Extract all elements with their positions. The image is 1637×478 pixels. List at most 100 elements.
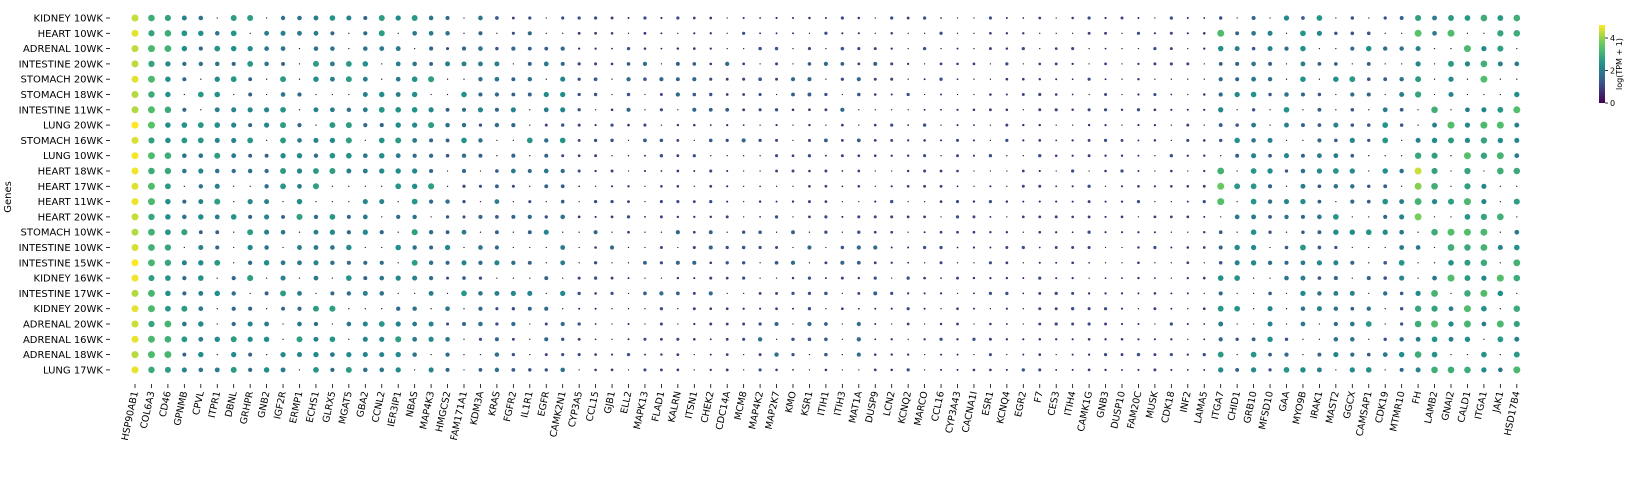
dot — [1006, 185, 1008, 187]
dot — [131, 152, 139, 160]
dot — [578, 246, 580, 249]
dot — [742, 93, 746, 96]
dot — [560, 199, 565, 204]
dot — [1284, 169, 1289, 173]
dot — [280, 15, 286, 21]
dot — [1087, 184, 1091, 188]
dot — [1137, 77, 1140, 81]
dot — [313, 30, 319, 36]
dot — [792, 369, 794, 371]
dot — [315, 124, 317, 126]
dot — [249, 32, 251, 34]
dot — [511, 16, 515, 20]
dot — [857, 230, 861, 234]
dot — [494, 290, 500, 296]
dot — [577, 92, 581, 97]
dot — [644, 231, 646, 233]
dot — [1055, 368, 1058, 371]
dot — [1006, 170, 1008, 172]
dot — [1021, 184, 1025, 188]
dot — [775, 291, 779, 295]
dot — [643, 16, 647, 20]
dot — [346, 152, 352, 159]
dot — [463, 246, 465, 249]
dot — [526, 137, 533, 144]
dot — [528, 368, 532, 372]
dot — [1088, 277, 1090, 279]
dot — [147, 45, 155, 53]
dot — [940, 216, 942, 218]
column-label: GJB1 — [602, 390, 617, 415]
dot — [148, 91, 155, 98]
dot — [1480, 289, 1488, 297]
dot — [1071, 93, 1074, 96]
dot — [1038, 368, 1042, 372]
dot — [759, 124, 761, 126]
dot — [1203, 63, 1205, 65]
row-label: LUNG 20WK — [43, 121, 103, 132]
dot — [182, 291, 187, 296]
dot — [1202, 352, 1206, 357]
column-label: GRHPR — [238, 390, 256, 425]
dot — [264, 321, 270, 327]
dot — [1235, 337, 1239, 341]
dot — [511, 307, 516, 311]
dot — [1499, 93, 1501, 96]
dot — [775, 185, 778, 187]
dot — [198, 306, 204, 312]
dot — [511, 77, 516, 82]
dot — [1464, 275, 1471, 282]
dot — [791, 230, 795, 235]
dot — [775, 154, 779, 158]
dot — [1284, 352, 1289, 357]
column-label: EGFR — [536, 390, 552, 418]
dot — [298, 369, 301, 371]
dot — [693, 139, 695, 142]
dot — [676, 353, 680, 356]
dot — [856, 337, 861, 342]
dot — [1450, 155, 1452, 157]
column-label: ELL2 — [619, 390, 634, 414]
dot — [1350, 108, 1355, 112]
dot — [1513, 30, 1521, 37]
dot — [1514, 61, 1520, 67]
dot — [1350, 199, 1355, 204]
dot — [577, 77, 581, 81]
dot — [331, 185, 334, 187]
dot — [478, 276, 483, 280]
dot — [807, 276, 812, 280]
dot — [297, 92, 302, 97]
dot — [1399, 306, 1404, 311]
dot — [1414, 152, 1422, 159]
dot — [478, 245, 483, 250]
dot — [1250, 91, 1257, 98]
dot — [1399, 168, 1404, 174]
dot — [1333, 184, 1339, 189]
dot — [147, 335, 155, 343]
dot — [1038, 62, 1042, 66]
dot — [511, 321, 516, 327]
dot — [313, 214, 319, 220]
dot — [660, 277, 663, 279]
dot — [890, 215, 894, 219]
dot — [296, 336, 303, 343]
dot — [741, 138, 746, 143]
dot — [824, 322, 828, 326]
dot — [1153, 185, 1156, 188]
dot — [693, 123, 696, 127]
dot — [412, 321, 418, 327]
dot — [297, 138, 302, 143]
dot — [247, 137, 254, 144]
dot — [461, 153, 467, 158]
dot — [1203, 124, 1205, 126]
dot — [1054, 93, 1058, 96]
dot — [825, 47, 827, 50]
dot — [1514, 229, 1520, 235]
dot — [1137, 62, 1140, 66]
dot — [164, 320, 172, 328]
dot — [395, 122, 401, 128]
dot — [907, 78, 909, 80]
dot — [1334, 138, 1338, 143]
column-label: MFSD10 — [1257, 390, 1276, 430]
column-label: HSP90AB1 — [120, 390, 141, 441]
